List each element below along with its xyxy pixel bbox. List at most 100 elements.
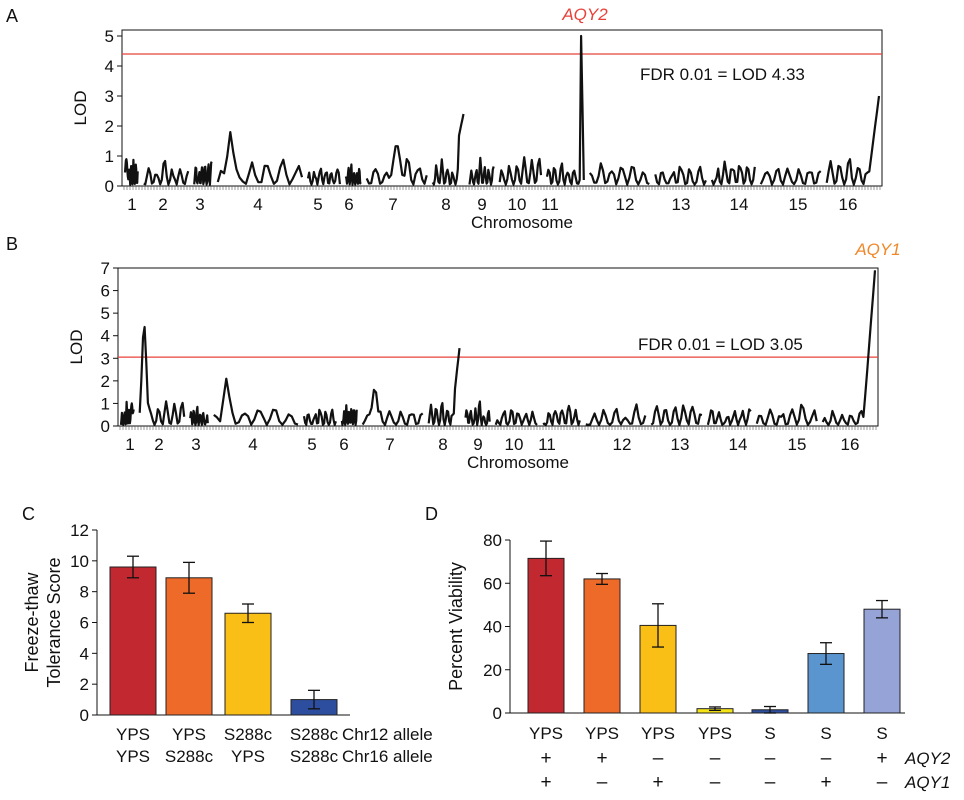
bar-d: [583, 578, 621, 714]
y-tick-label-c: 4: [80, 644, 89, 663]
chromosome-label-a: 16: [839, 195, 858, 214]
y-tick-label-b: 3: [101, 349, 110, 368]
lod-curve-chr1-a: [123, 158, 139, 186]
chromosome-label-b: 14: [729, 435, 748, 454]
category-chr12-label: S288c: [290, 725, 339, 744]
gene-label-aqy1: AQY1: [854, 240, 900, 259]
y-axis-title-c: Freeze-thaw: [22, 571, 42, 672]
category-aqy2-allele: –: [821, 748, 832, 769]
y-tick-label-c: 2: [80, 675, 89, 694]
lod-curve-chr4-b: [213, 377, 299, 426]
y-tick-label-d: 20: [483, 661, 502, 680]
y-tick-label-a: 5: [105, 27, 114, 46]
chromosome-label-a: 10: [508, 195, 527, 214]
chromosome-label-b: 5: [307, 435, 316, 454]
chromosome-label-b: 4: [248, 435, 257, 454]
x-axis-title-a: Chromosome: [471, 213, 573, 232]
panel-label-a: A: [6, 6, 18, 26]
lod-curve-chr9-b: [464, 400, 491, 426]
gene-label-aqy2: AQY2: [561, 5, 608, 24]
y-tick-label-d: 80: [483, 531, 502, 550]
chromosome-label-a: 12: [616, 195, 635, 214]
lod-curve-chr15-a: [759, 167, 822, 186]
lod-curve-chr14-a: [710, 160, 756, 186]
chromosome-label-a: 8: [441, 195, 450, 214]
chromosome-label-a: 15: [789, 195, 808, 214]
category-chr16-label: YPS: [116, 747, 150, 766]
y-tick-label-d: 40: [483, 618, 502, 637]
chromosome-label-a: 5: [313, 195, 322, 214]
lod-curve-chr10-b: [494, 409, 538, 426]
y-tick-label-b: 7: [101, 259, 110, 278]
category-strain-label: YPS: [585, 724, 619, 743]
category-aqy2-allele: +: [540, 748, 551, 769]
category-strain-label: YPS: [529, 724, 563, 743]
y-tick-label-a: 2: [105, 117, 114, 136]
chromosome-label-a: 7: [388, 195, 397, 214]
chromosome-label-a: 2: [158, 195, 167, 214]
row-label-aqy1: AQY1: [904, 773, 950, 792]
chromosome-label-b: 6: [339, 435, 348, 454]
lod-curve-chr8-a: [431, 113, 465, 186]
y-tick-label-c: 0: [80, 706, 89, 725]
category-strain-label: YPS: [698, 724, 732, 743]
lod-curve-chr14-b: [706, 408, 752, 426]
row-label-aqy2: AQY2: [904, 749, 951, 768]
lod-curve-chr7-b: [361, 388, 424, 426]
y-axis-title-d: Percent Viability: [446, 562, 466, 691]
row-label-chr16: Chr16 allele: [342, 747, 433, 766]
y-tick-label-a: 1: [105, 147, 114, 166]
lod-curve-chr7-a: [365, 145, 428, 186]
category-strain-label: S: [820, 724, 831, 743]
category-strain-label: S: [764, 724, 775, 743]
y-tick-label-b: 4: [101, 327, 110, 346]
category-aqy1-allele: –: [710, 772, 721, 793]
category-chr12-label: YPS: [172, 725, 206, 744]
chromosome-label-a: 3: [195, 195, 204, 214]
chromosome-label-b: 12: [613, 435, 632, 454]
y-tick-label-d: 0: [493, 704, 502, 723]
chromosome-label-a: 1: [127, 195, 136, 214]
lod-curve-chr3-b: [189, 405, 209, 426]
lod-curve-chr12-a: [588, 162, 650, 186]
category-aqy2-allele: –: [710, 748, 721, 769]
category-aqy2-allele: +: [596, 748, 607, 769]
y-tick-label-c: 8: [80, 583, 89, 602]
category-chr12-label: YPS: [116, 725, 150, 744]
chromosome-label-a: 9: [477, 195, 486, 214]
y-tick-label-b: 6: [101, 282, 110, 301]
lod-curve-chr8-b: [427, 347, 461, 426]
lod-curve-chr9-a: [468, 156, 495, 186]
y-tick-label-b: 2: [101, 372, 110, 391]
y-tick-label-b: 1: [101, 394, 110, 413]
bar-c: [109, 566, 157, 716]
y-tick-label-a: 3: [105, 87, 114, 106]
lod-curve-chr13-a: [654, 165, 707, 186]
chromosome-label-a: 14: [730, 195, 749, 214]
chromosome-label-b: 13: [671, 435, 690, 454]
panel-label-b: B: [6, 234, 18, 254]
y-axis-title-c: Tolerance Score: [44, 557, 64, 687]
x-axis-title-b: Chromosome: [467, 453, 569, 472]
chromosome-label-a: 13: [672, 195, 691, 214]
category-aqy2-allele: –: [765, 748, 776, 769]
category-aqy2-allele: –: [653, 748, 664, 769]
chromosome-label-b: 16: [841, 435, 860, 454]
lod-curve-chr13-b: [650, 404, 703, 426]
chromosome-label-b: 3: [191, 435, 200, 454]
lod-curve-chr3-a: [193, 161, 213, 186]
chromosome-label-b: 2: [154, 435, 163, 454]
lod-curve-chr10-a: [498, 156, 543, 186]
lod-curve-chr6-a: [344, 163, 362, 186]
chromosome-label-b: 1: [125, 435, 134, 454]
lod-curve-chr5-b: [302, 408, 337, 426]
bar-d: [863, 608, 901, 714]
y-axis-title-b: LOD: [67, 330, 86, 365]
category-aqy1-allele: +: [820, 772, 831, 793]
chromosome-label-a: 11: [541, 195, 559, 214]
threshold-label-a: FDR 0.01 = LOD 4.33: [640, 65, 805, 84]
lod-curve-chr2-b: [138, 325, 186, 426]
category-chr16-label: YPS: [231, 747, 265, 766]
chromosome-label-b: 10: [505, 435, 524, 454]
